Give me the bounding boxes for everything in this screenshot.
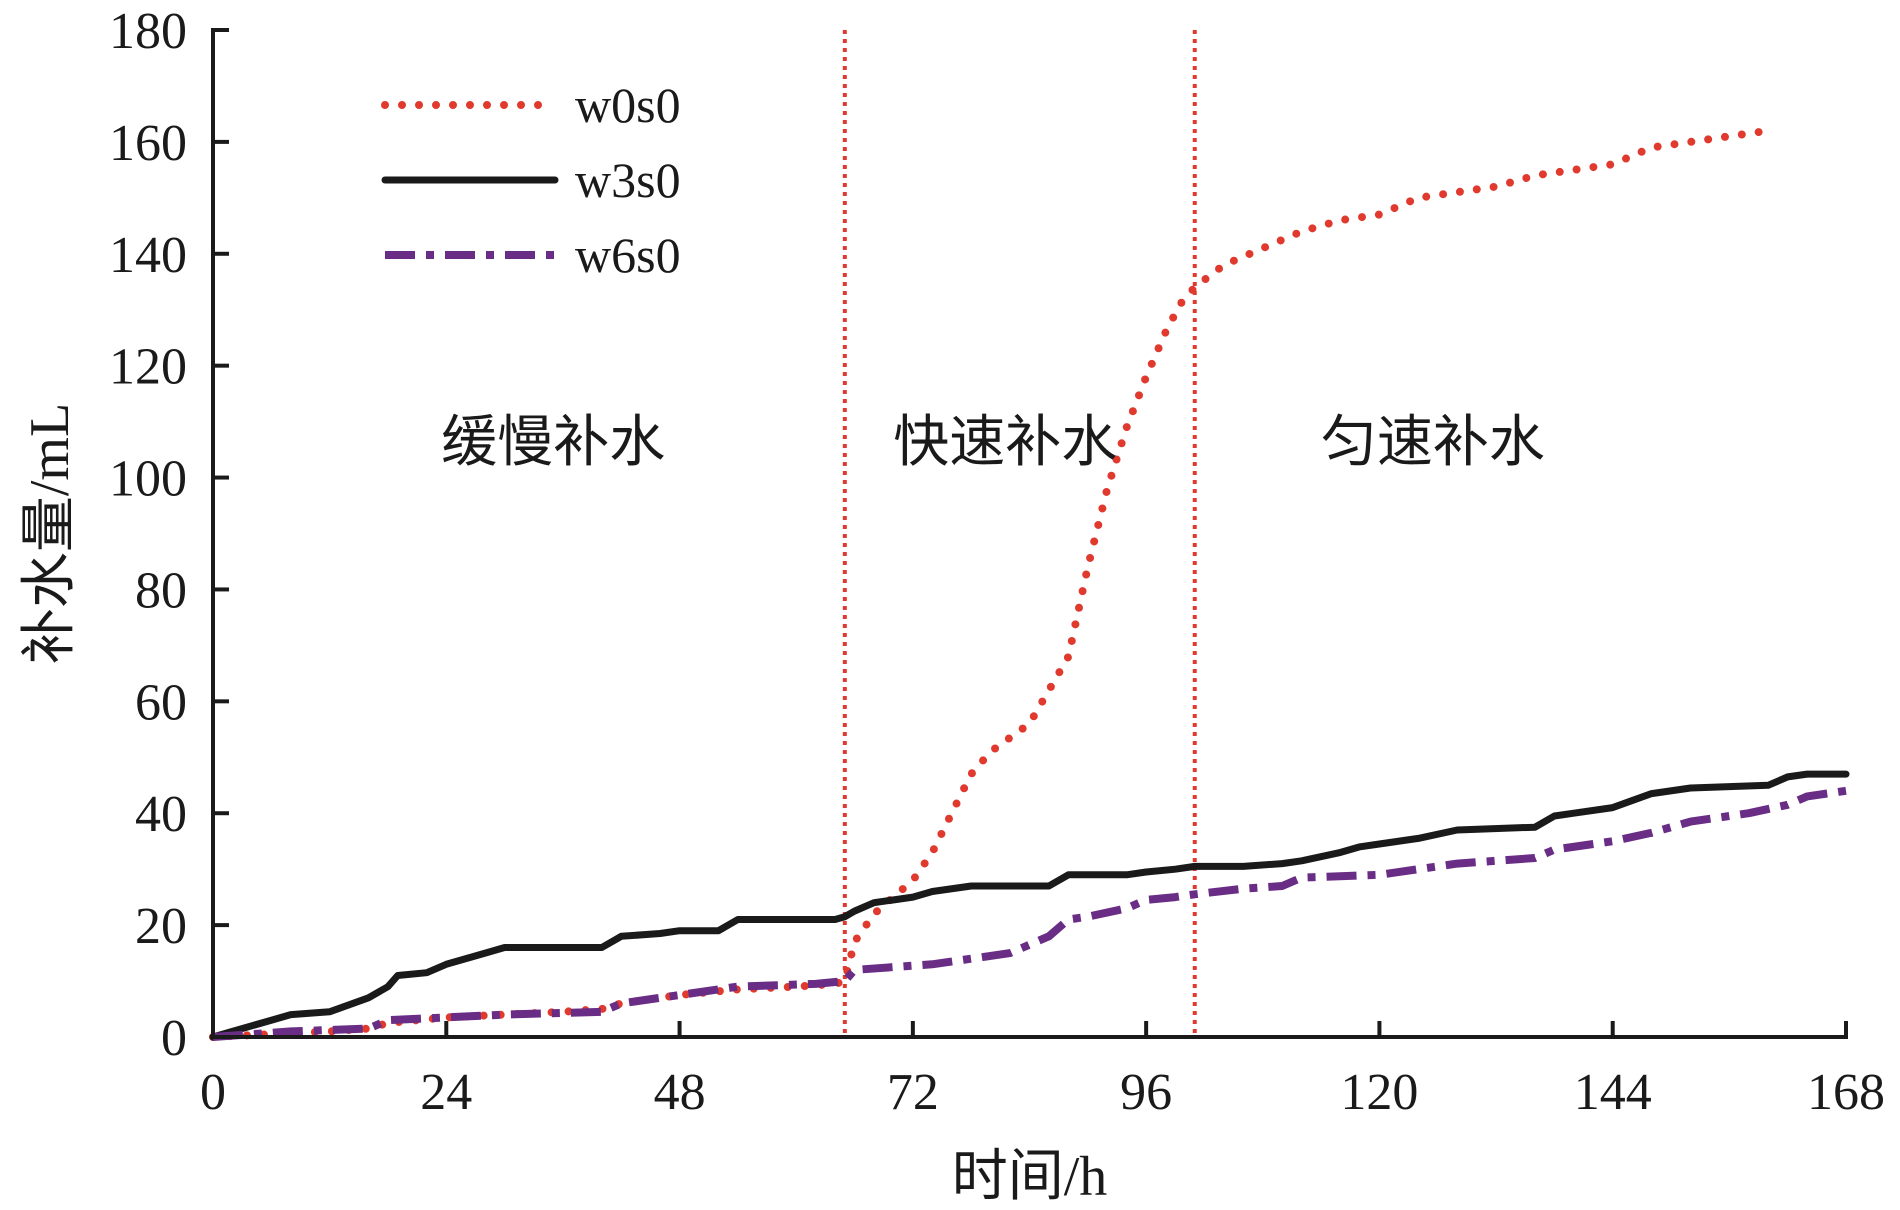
y-tick-label-40: 40 bbox=[135, 786, 187, 843]
y-tick-label-100: 100 bbox=[109, 451, 187, 508]
x-axis-title: 时间/h bbox=[952, 1146, 1108, 1208]
y-tick-label-160: 160 bbox=[109, 115, 187, 172]
series-line-w6s0 bbox=[212, 786, 1847, 1041]
series-line-w3s0 bbox=[209, 770, 1850, 1041]
x-tick-label-0: 0 bbox=[200, 1064, 226, 1121]
x-tick-label-96: 96 bbox=[1120, 1064, 1172, 1121]
chart-legend: w0s0 w3s0 w6s0 bbox=[381, 77, 681, 283]
data-series bbox=[209, 126, 1850, 1041]
y-tick-label-0: 0 bbox=[161, 1010, 187, 1067]
phase-label-1: 缓慢补水 bbox=[441, 412, 665, 474]
y-tick-label-180: 180 bbox=[109, 3, 187, 60]
x-tick-label-144: 144 bbox=[1574, 1064, 1652, 1121]
y-tick-label-120: 120 bbox=[109, 339, 187, 396]
y-tick-label-20: 20 bbox=[135, 898, 187, 955]
legend-label-w0s0: w0s0 bbox=[575, 77, 681, 133]
x-tick-label-120: 120 bbox=[1340, 1064, 1418, 1121]
x-tick-label-24: 24 bbox=[420, 1064, 472, 1121]
y-tick-label-80: 80 bbox=[135, 562, 187, 619]
legend-label-w6s0: w6s0 bbox=[575, 227, 681, 283]
x-tick-label-72: 72 bbox=[887, 1064, 939, 1121]
phase-label-3: 匀速补水 bbox=[1321, 412, 1545, 474]
x-tick-label-168: 168 bbox=[1807, 1064, 1885, 1121]
legend-label-w3s0: w3s0 bbox=[575, 152, 681, 208]
y-tick-label-140: 140 bbox=[109, 227, 187, 284]
y-axis-title: 补水量/mL bbox=[19, 403, 81, 664]
series-line-w0s0 bbox=[209, 126, 1773, 1041]
phase-label-2: 快速补水 bbox=[893, 412, 1117, 474]
axis-ticks: 0 20 40 60 80 100 120 140 160 180 0 24 48 72 96 120 144 1… bbox=[109, 3, 1885, 1121]
chart-axes bbox=[211, 28, 1848, 1039]
phase-labels: 缓慢补水 快速补水 匀速补水 bbox=[441, 412, 1545, 474]
y-tick-label-60: 60 bbox=[135, 674, 187, 731]
x-tick-label-48: 48 bbox=[654, 1064, 706, 1121]
